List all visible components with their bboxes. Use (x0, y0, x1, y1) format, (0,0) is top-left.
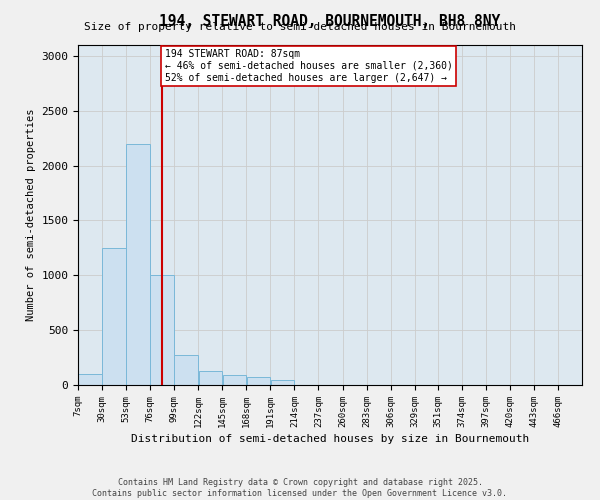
Bar (151, 276, 174, 385)
Bar (271, 380, 294, 385)
Text: Contains HM Land Registry data © Crown copyright and database right 2025.
Contai: Contains HM Land Registry data © Crown c… (92, 478, 508, 498)
Bar (103, 248, 126, 385)
Text: Size of property relative to semi-detached houses in Bournemouth: Size of property relative to semi-detach… (84, 22, 516, 32)
Bar (199, 370, 222, 385)
Text: 194 STEWART ROAD: 87sqm
← 46% of semi-detached houses are smaller (2,360)
52% of: 194 STEWART ROAD: 87sqm ← 46% of semi-de… (165, 50, 452, 82)
Bar (175, 356, 198, 385)
X-axis label: Distribution of semi-detached houses by size in Bournemouth: Distribution of semi-detached houses by … (131, 434, 529, 444)
Title: 194, STEWART ROAD, BOURNEMOUTH, BH8 8NY: 194, STEWART ROAD, BOURNEMOUTH, BH8 8NY (160, 14, 500, 28)
Bar (78, 374, 102, 385)
Y-axis label: Number of semi-detached properties: Number of semi-detached properties (26, 109, 36, 322)
Bar (223, 375, 246, 385)
Bar (247, 377, 270, 385)
Bar (127, 144, 150, 385)
